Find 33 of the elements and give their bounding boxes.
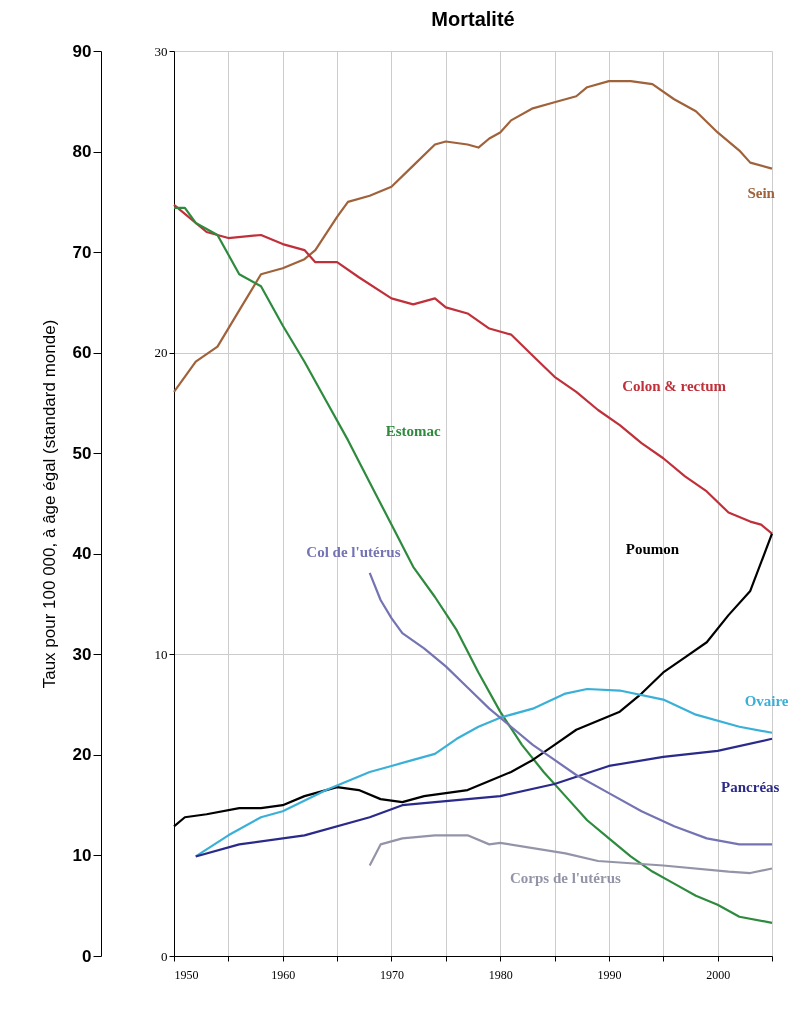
y2-tick-label: 50 — [72, 443, 92, 463]
line-series — [368, 834, 774, 875]
y2-tick-label: 10 — [72, 845, 92, 865]
y-tick-label: 30 — [154, 43, 168, 59]
x-tick-label: 1990 — [597, 967, 622, 982]
y2-tick-label: 60 — [72, 343, 92, 363]
series-label: Ovaire — [744, 693, 789, 710]
x-tick-label: 2000 — [706, 967, 731, 982]
series-label: Sein — [747, 184, 776, 201]
y2-axis-title: Taux pour 100 000, à âge égal (standard monde) — [39, 319, 59, 689]
y-tick-label: 20 — [154, 345, 168, 361]
y2-tick-label: 0 — [82, 946, 92, 966]
text: Poumon — [625, 540, 680, 557]
y2-tick-label: 80 — [72, 142, 92, 162]
y-tick-label: 10 — [154, 646, 168, 662]
y2-tick-label: 30 — [72, 644, 92, 664]
x-tick-label: 1970 — [379, 967, 404, 982]
line-series — [172, 80, 774, 393]
y2-tick-label: 90 — [72, 41, 92, 61]
y2-tick-label: 70 — [72, 242, 92, 262]
y2-tick-label: 20 — [72, 745, 92, 765]
y2-tick-label: 40 — [72, 544, 92, 564]
x-tick-label: 1980 — [488, 967, 513, 982]
y-tick-label: 0 — [161, 948, 168, 964]
series-label: Col de l'utérus — [306, 543, 401, 560]
x-tick-label: 1950 — [174, 967, 199, 982]
series-label: Corps de l'utérus — [510, 869, 621, 886]
text: Estomac — [385, 423, 442, 440]
x-tick-label: 1960 — [271, 967, 296, 982]
chart-title: Mortalité — [431, 8, 515, 30]
series-label: Pancréas — [721, 779, 780, 796]
line-series — [172, 203, 774, 535]
series-label: Colon & rectum — [622, 377, 727, 394]
